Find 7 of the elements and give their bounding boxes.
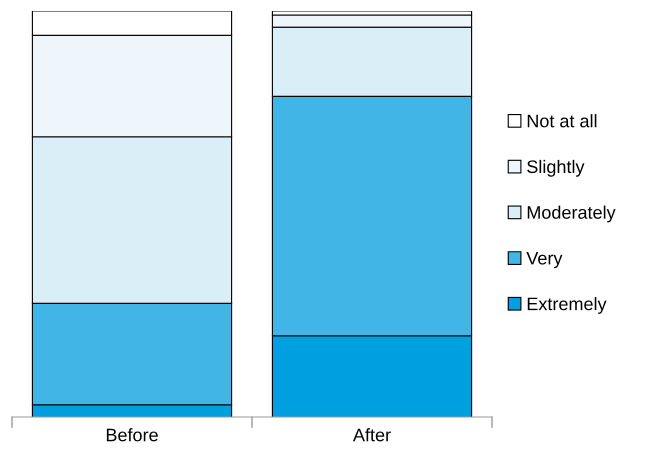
legend-label: Very xyxy=(526,252,562,268)
legend-label: Moderately xyxy=(528,206,616,222)
x-tick-label: Before xyxy=(106,428,158,442)
legend-label: Slightly xyxy=(527,160,584,177)
legend-label: Not at all xyxy=(528,114,596,128)
legend-label: Extremely xyxy=(528,297,607,314)
x-tick-label: After xyxy=(352,428,391,442)
